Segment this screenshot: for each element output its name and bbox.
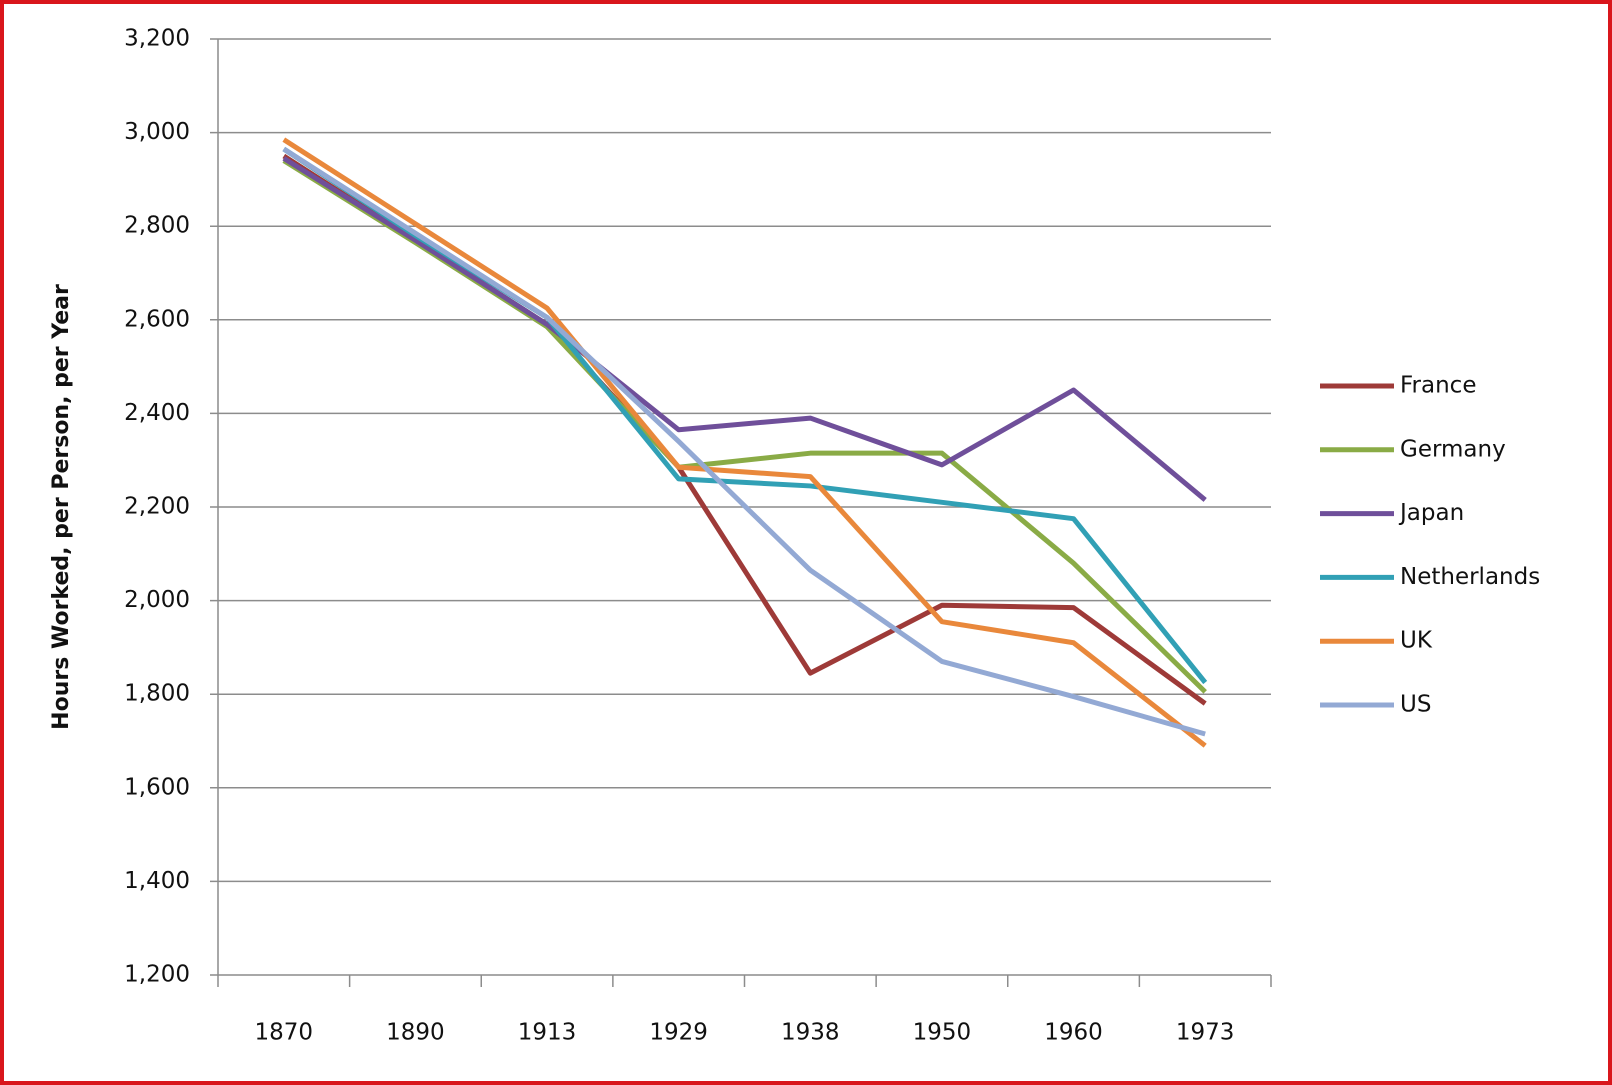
x-tick-label: 1950 (913, 1020, 972, 1046)
legend-label: Japan (1398, 500, 1464, 526)
y-axis-label: Hours Worked, per Person, per Year (49, 284, 74, 730)
series-line (282, 146, 1206, 737)
x-tick-label: 1870 (255, 1020, 314, 1046)
y-tick-label: 3,000 (124, 119, 190, 145)
series-line (282, 137, 1207, 748)
y-tick-label: 1,600 (124, 774, 190, 800)
x-tick-label: 1913 (518, 1020, 577, 1046)
y-tick-label: 2,000 (124, 587, 190, 613)
x-tick-label: 1929 (649, 1020, 708, 1046)
y-tick-label: 1,200 (124, 962, 190, 988)
x-tick-label: 1890 (386, 1020, 445, 1046)
y-tick-label: 2,600 (124, 306, 190, 332)
y-tick-label: 2,400 (124, 400, 190, 426)
legend-label: Netherlands (1400, 564, 1540, 590)
legend-label: Germany (1400, 436, 1506, 462)
y-tick-label: 2,800 (124, 213, 190, 239)
y-tick-label: 1,400 (124, 868, 190, 894)
y-tick-label: 3,200 (124, 26, 190, 52)
y-tick-label: 1,800 (124, 681, 190, 707)
x-tick-label: 1938 (781, 1020, 840, 1046)
legend-label: US (1400, 692, 1431, 718)
y-tick-label: 2,200 (124, 494, 190, 520)
x-tick-label: 1973 (1176, 1020, 1235, 1046)
x-tick-label: 1960 (1044, 1020, 1103, 1046)
series-line (282, 156, 1207, 502)
legend-label: France (1400, 373, 1476, 399)
legend-label: UK (1400, 628, 1433, 654)
